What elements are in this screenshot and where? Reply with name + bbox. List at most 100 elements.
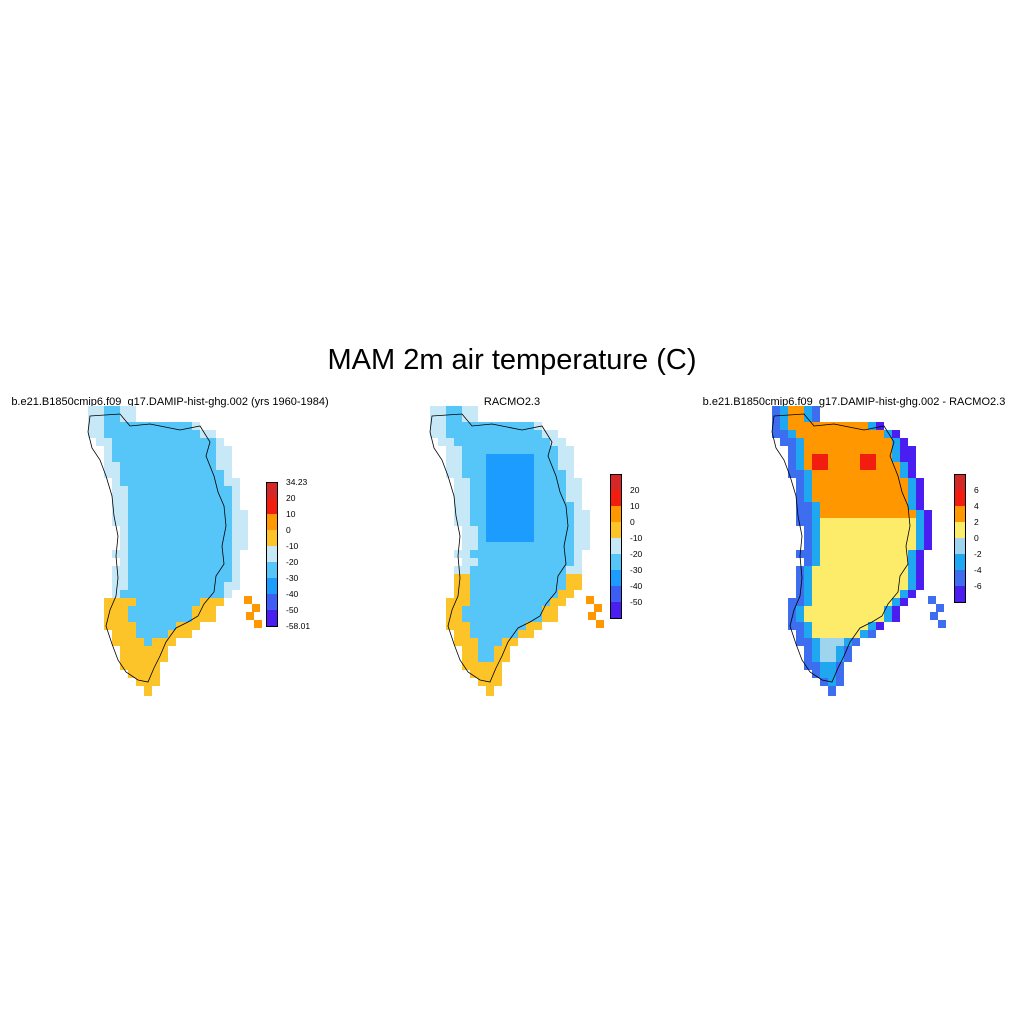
map-cell — [876, 510, 884, 518]
map-cell — [486, 534, 494, 542]
map-cell — [478, 542, 486, 550]
map-cell — [176, 438, 184, 446]
map-cell — [232, 566, 240, 574]
map-cell — [804, 526, 812, 534]
map-cell — [596, 620, 604, 628]
map-cell — [486, 662, 494, 670]
map-cell — [860, 438, 868, 446]
map-cell — [494, 678, 502, 686]
map-cell — [916, 566, 924, 574]
map-cell — [446, 406, 454, 414]
map-cell — [216, 574, 224, 582]
map-cell — [224, 574, 232, 582]
map-cell — [128, 630, 136, 638]
map-cell — [884, 582, 892, 590]
map-cell — [820, 630, 828, 638]
map-cell — [844, 654, 852, 662]
map-cell — [160, 518, 168, 526]
map-cell — [494, 510, 502, 518]
map-cell — [836, 446, 844, 454]
map-cell — [192, 430, 200, 438]
map-cell — [224, 510, 232, 518]
map-cell — [176, 470, 184, 478]
map-cell — [88, 406, 96, 414]
map-cell — [900, 446, 908, 454]
map-cell — [836, 510, 844, 518]
map-cell — [892, 510, 900, 518]
map-cell — [518, 590, 526, 598]
map-cell — [844, 574, 852, 582]
map-cell — [470, 406, 478, 414]
map-cell — [96, 430, 104, 438]
map-cell — [462, 646, 470, 654]
map-cell — [486, 430, 494, 438]
map-cell — [828, 494, 836, 502]
map-cell — [152, 438, 160, 446]
map-cell — [900, 494, 908, 502]
colorbar-label: 10 — [286, 509, 296, 519]
map-cell — [518, 630, 526, 638]
map-cell — [844, 518, 852, 526]
map-cell — [844, 542, 852, 550]
map-cell — [486, 558, 494, 566]
map-cell — [836, 462, 844, 470]
map-cell — [820, 430, 828, 438]
map-cell — [892, 494, 900, 502]
map-cell — [844, 486, 852, 494]
colorbar-label: 20 — [286, 493, 296, 503]
map-cell — [184, 606, 192, 614]
map-cell — [494, 502, 502, 510]
map-cell — [208, 438, 216, 446]
map-cell — [184, 542, 192, 550]
map-cell — [812, 518, 820, 526]
map-cell — [804, 542, 812, 550]
colorbar-swatch — [266, 610, 278, 627]
map-cell — [478, 510, 486, 518]
map-cell — [566, 494, 574, 502]
map-cell — [446, 438, 454, 446]
map-cell — [112, 430, 120, 438]
colorbar-swatch — [266, 578, 278, 594]
map-cell — [916, 582, 924, 590]
map-cell — [200, 574, 208, 582]
map-cell — [494, 438, 502, 446]
map-cell — [550, 446, 558, 454]
map-cell — [796, 414, 804, 422]
map-cell — [916, 478, 924, 486]
map-cell — [526, 438, 534, 446]
map-cell — [486, 550, 494, 558]
map-cell — [844, 598, 852, 606]
colorbar-swatch — [954, 570, 966, 586]
map-cell — [502, 646, 510, 654]
map-cell — [582, 510, 590, 518]
map-cell — [152, 526, 160, 534]
map-cell — [128, 662, 136, 670]
map-cell — [478, 654, 486, 662]
map-cell — [200, 534, 208, 542]
map-cell — [828, 574, 836, 582]
map-cell — [804, 486, 812, 494]
map-cell — [462, 614, 470, 622]
colorbar-label: -58.01 — [286, 621, 311, 631]
map-cell — [470, 582, 478, 590]
map-cell — [812, 478, 820, 486]
map-cell — [820, 486, 828, 494]
map-cell — [184, 430, 192, 438]
map-cell — [900, 558, 908, 566]
map-cell — [502, 638, 510, 646]
map-cell — [860, 470, 868, 478]
map-cell — [884, 526, 892, 534]
map-cell — [788, 414, 796, 422]
map-cell — [574, 526, 582, 534]
map-cell — [462, 502, 470, 510]
map-cell — [128, 550, 136, 558]
map-cell — [550, 534, 558, 542]
map-cell — [168, 542, 176, 550]
map-cell — [796, 502, 804, 510]
map-cell — [246, 612, 254, 620]
map-cell — [820, 526, 828, 534]
map-cell — [820, 494, 828, 502]
map-cell — [892, 558, 900, 566]
map-cell — [908, 526, 916, 534]
map-cell — [852, 462, 860, 470]
